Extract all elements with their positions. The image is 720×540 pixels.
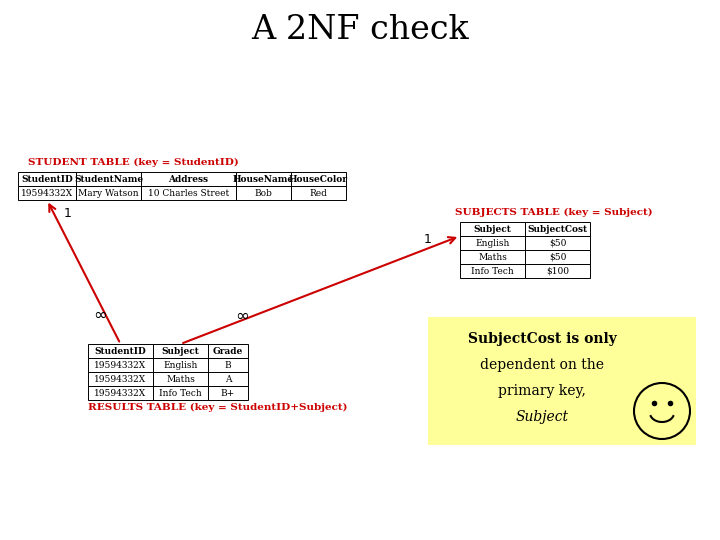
Text: Bob: Bob (255, 188, 272, 198)
Bar (208, 372, 248, 386)
Bar (460, 250, 525, 264)
Text: 19594332X: 19594332X (94, 375, 147, 383)
Bar (460, 264, 525, 278)
Text: Address: Address (168, 174, 209, 184)
Text: StudentName: StudentName (74, 174, 143, 184)
Text: Maths: Maths (166, 375, 195, 383)
Text: 1: 1 (423, 233, 431, 246)
Text: $50: $50 (549, 253, 566, 261)
Text: 1: 1 (64, 207, 72, 220)
Bar (88, 344, 153, 358)
Text: StudentID: StudentID (94, 347, 146, 355)
Text: Subject: Subject (161, 347, 199, 355)
Text: B+: B+ (221, 388, 235, 397)
Text: SUBJECTS TABLE (key = Subject): SUBJECTS TABLE (key = Subject) (455, 207, 652, 217)
Bar (525, 222, 590, 236)
Text: primary key,: primary key, (498, 384, 586, 398)
Bar (76, 186, 141, 200)
Text: SubjectCost: SubjectCost (528, 225, 588, 233)
Bar (153, 358, 208, 372)
Bar (141, 172, 236, 186)
Bar (141, 186, 236, 200)
Bar (460, 236, 525, 250)
Bar (428, 317, 696, 445)
Text: 19594332X: 19594332X (21, 188, 73, 198)
Text: HouseColor: HouseColor (289, 174, 348, 184)
Text: A: A (225, 375, 231, 383)
Bar (88, 386, 153, 400)
Text: Red: Red (310, 188, 328, 198)
Bar (153, 386, 208, 400)
Text: Grade: Grade (213, 347, 243, 355)
Text: Info Tech: Info Tech (471, 267, 514, 275)
Text: 19594332X: 19594332X (94, 388, 147, 397)
Bar (208, 386, 248, 400)
Text: RESULTS TABLE (key = StudentID+Subject): RESULTS TABLE (key = StudentID+Subject) (88, 402, 348, 411)
Text: Mary Watson: Mary Watson (78, 188, 139, 198)
Text: 10 Charles Street: 10 Charles Street (148, 188, 229, 198)
Bar (18, 172, 76, 186)
Text: English: English (475, 239, 510, 247)
Bar (525, 236, 590, 250)
Bar (291, 186, 346, 200)
Text: English: English (163, 361, 198, 369)
Bar (88, 358, 153, 372)
Text: Maths: Maths (478, 253, 507, 261)
Text: StudentID: StudentID (21, 174, 73, 184)
Bar (291, 172, 346, 186)
Text: dependent on the: dependent on the (480, 358, 604, 372)
Text: $100: $100 (546, 267, 569, 275)
Bar (18, 186, 76, 200)
Bar (525, 264, 590, 278)
Text: Subject: Subject (516, 410, 569, 424)
Text: Subject: Subject (474, 225, 511, 233)
Bar (153, 372, 208, 386)
Circle shape (634, 383, 690, 439)
Bar (208, 358, 248, 372)
Text: HouseName: HouseName (233, 174, 294, 184)
Text: 19594332X: 19594332X (94, 361, 147, 369)
Text: SubjectCost is only: SubjectCost is only (467, 332, 616, 346)
Text: Info Tech: Info Tech (159, 388, 202, 397)
Bar (525, 250, 590, 264)
Text: STUDENT TABLE (key = StudentID): STUDENT TABLE (key = StudentID) (28, 158, 239, 166)
Bar (208, 344, 248, 358)
Bar (153, 344, 208, 358)
Bar (460, 222, 525, 236)
Text: B: B (225, 361, 231, 369)
Text: $50: $50 (549, 239, 566, 247)
Bar (236, 172, 291, 186)
Bar (236, 186, 291, 200)
Bar (76, 172, 141, 186)
Text: ∞: ∞ (235, 307, 248, 325)
Text: ∞: ∞ (94, 306, 107, 324)
Bar (88, 372, 153, 386)
Text: A 2NF check: A 2NF check (251, 14, 469, 46)
